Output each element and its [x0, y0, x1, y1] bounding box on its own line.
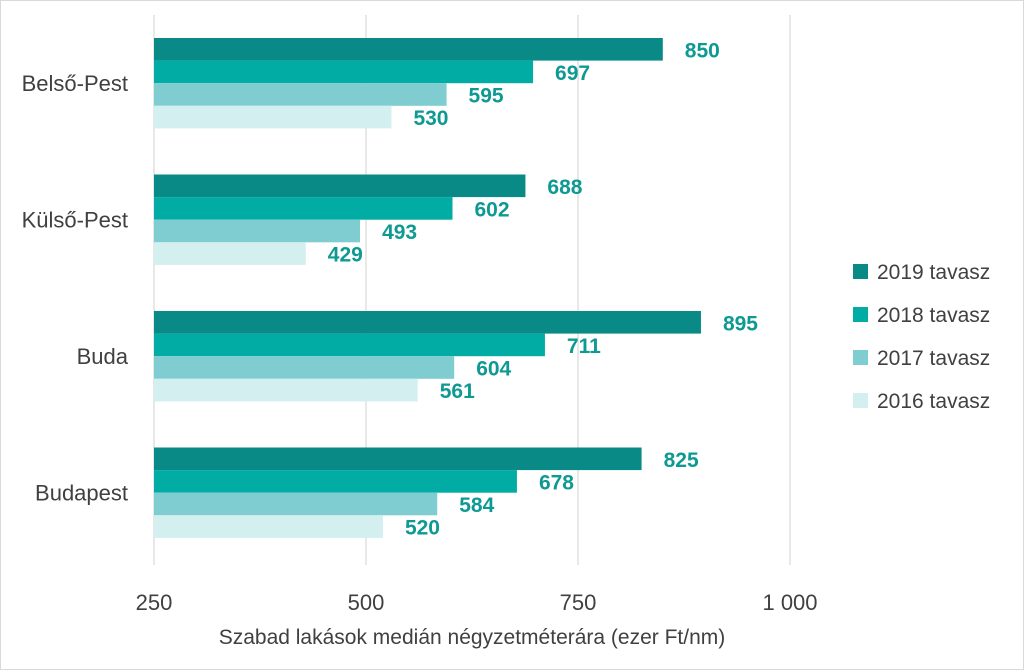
bar: [154, 242, 306, 265]
category-labels: Belső-Pest Külső-Pest Buda Budapest: [22, 71, 129, 506]
x-tick-label: 500: [348, 590, 385, 615]
legend-label: 2016 tavasz: [877, 390, 990, 413]
data-label: 711: [567, 335, 601, 358]
data-label: 561: [440, 380, 475, 403]
legend: 2019 tavasz 2018 tavasz 2017 tavasz 2016 ta…: [853, 261, 990, 413]
legend-swatch: [853, 264, 868, 279]
legend-label: 2019 tavasz: [877, 261, 990, 284]
bar: [154, 470, 517, 493]
data-label: 602: [474, 198, 509, 221]
legend-swatch: [853, 393, 868, 408]
category-label: Buda: [77, 344, 129, 369]
bar: [154, 378, 418, 402]
x-tick-label: 1 000: [762, 590, 817, 615]
x-tick-label: 750: [560, 590, 597, 615]
data-label: 697: [555, 62, 590, 85]
category-label: Belső-Pest: [22, 71, 128, 96]
data-label: 530: [413, 107, 448, 130]
bar: [154, 105, 392, 129]
x-tick-labels: 250 500 750 1 000: [136, 590, 818, 615]
bar: [154, 83, 447, 106]
bar: [154, 174, 526, 198]
legend-label: 2018 tavasz: [877, 304, 990, 327]
data-label: 604: [476, 358, 511, 381]
legend-label: 2017 tavasz: [877, 347, 990, 370]
bar: [154, 492, 438, 516]
data-label: 688: [547, 176, 582, 199]
bar: [154, 356, 455, 379]
data-label: 850: [685, 39, 720, 62]
bar: [154, 333, 545, 357]
bar: [154, 60, 534, 84]
legend-swatch: [853, 307, 868, 322]
data-label: 584: [459, 494, 494, 517]
category-label: Budapest: [35, 481, 128, 506]
data-label: 493: [382, 221, 417, 244]
bar: [154, 515, 383, 538]
data-label: 429: [328, 244, 363, 267]
bar: [154, 219, 361, 243]
legend-swatch: [853, 350, 868, 365]
data-label: 895: [723, 312, 758, 335]
bar: [154, 311, 701, 334]
data-label: 520: [405, 517, 440, 540]
data-label: 595: [469, 85, 504, 108]
data-label: 825: [664, 449, 699, 472]
bar: [154, 197, 453, 220]
bars: [154, 38, 701, 538]
category-label: Külső-Pest: [22, 208, 128, 233]
bar: [154, 38, 663, 61]
data-label: 678: [539, 471, 574, 494]
x-axis-title: Szabad lakások medián négyzetméterára (e…: [219, 626, 726, 649]
bar: [154, 447, 642, 471]
x-tick-label: 250: [136, 590, 173, 615]
